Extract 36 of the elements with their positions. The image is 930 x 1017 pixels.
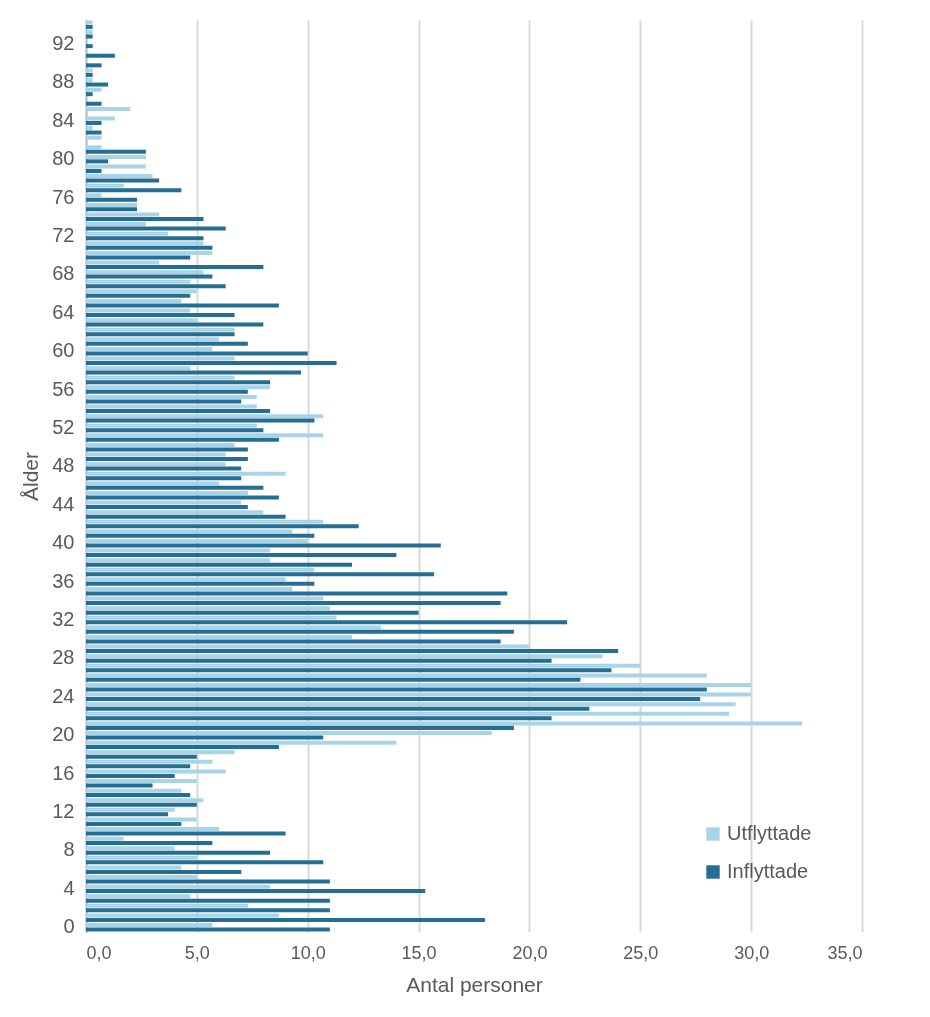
y-tick-label: 12 [52, 800, 75, 823]
y-tick-label: 32 [52, 608, 75, 631]
x-tick-label: 35,0 [827, 942, 863, 963]
y-tick-label: 52 [52, 415, 75, 438]
y-tick-label: 36 [52, 569, 75, 592]
y-tick-label: 20 [52, 723, 75, 746]
y-tick-label: 0 [63, 915, 75, 938]
y-tick-label: 76 [52, 185, 75, 208]
x-tick-label: 0,0 [86, 942, 112, 963]
x-axis-title: Antal personer [406, 972, 543, 996]
y-tick-label: 40 [52, 531, 75, 554]
y-tick-label: 92 [52, 31, 75, 54]
y-tick-label: 48 [52, 454, 75, 477]
x-tick-label: 10,0 [290, 942, 326, 963]
y-tick-label: 8 [63, 838, 75, 861]
legend-label: Inflyttade [727, 860, 809, 882]
y-tick-label: 24 [52, 684, 75, 707]
y-tick-label: 16 [52, 761, 75, 784]
legend-label: Utflyttade [727, 822, 812, 844]
y-tick-label: 72 [52, 223, 75, 246]
y-tick-label: 56 [52, 377, 75, 400]
y-tick-label: 4 [63, 876, 75, 899]
y-tick-label: 64 [52, 300, 75, 323]
x-tick-label: 5,0 [184, 942, 210, 963]
x-tick-label: 25,0 [623, 942, 659, 963]
y-tick-label: 84 [52, 108, 75, 131]
y-tick-label: 28 [52, 646, 75, 669]
y-tick-label: 68 [52, 262, 75, 285]
x-tick-label: 20,0 [512, 942, 548, 963]
y-axis-title: Ålder [19, 451, 43, 502]
y-tick-label: 44 [52, 492, 75, 515]
y-tick-label: 60 [52, 339, 75, 362]
y-tick-label: 88 [52, 70, 75, 93]
x-tick-label: 30,0 [734, 942, 770, 963]
y-tick-label: 80 [52, 147, 75, 170]
x-tick-label: 15,0 [401, 942, 437, 963]
